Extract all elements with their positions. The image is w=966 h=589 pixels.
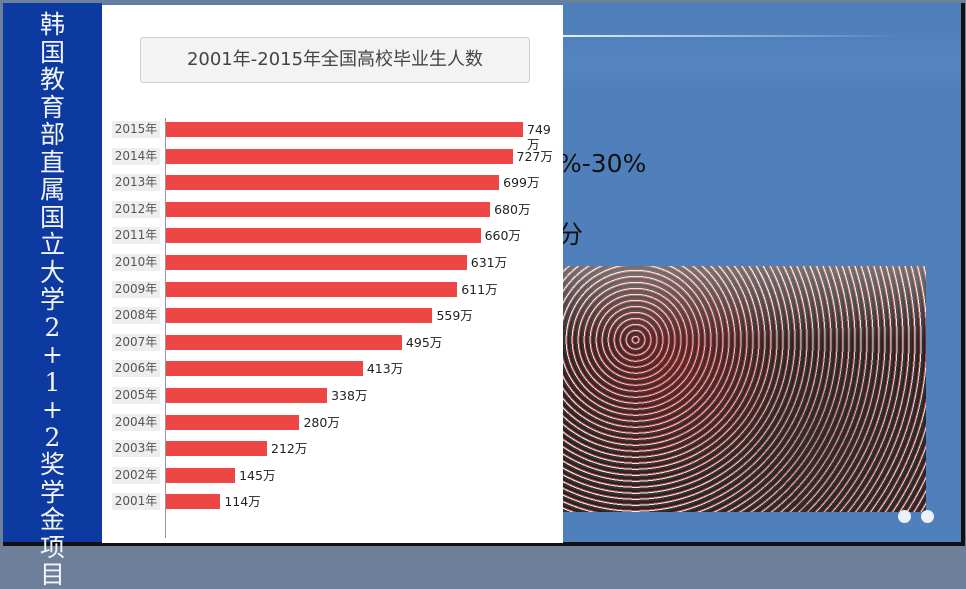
bar <box>166 201 491 217</box>
title-char: 教 <box>39 65 65 94</box>
y-tick-label: 2004年 <box>112 413 160 431</box>
title-char: 1 <box>44 367 61 397</box>
y-tick-label: 2005年 <box>112 387 160 404</box>
y-tick-label: 2012年 <box>112 200 160 218</box>
y-tick-label: 2003年 <box>112 440 160 458</box>
y-axis-line <box>165 118 166 538</box>
y-tick-label: 2007年 <box>112 333 160 351</box>
bar <box>166 467 236 483</box>
bar <box>166 494 221 510</box>
title-char: 国 <box>39 37 65 67</box>
y-tick-label: 2014年 <box>112 147 160 165</box>
bar <box>166 361 363 377</box>
data-label: 749万 <box>527 122 551 152</box>
data-label: 212万 <box>271 441 308 457</box>
data-label: 413万 <box>366 361 404 377</box>
data-label: 495万 <box>405 334 443 350</box>
title-char: 部 <box>39 120 65 149</box>
title-char: + <box>42 340 63 369</box>
data-label: 145万 <box>239 467 276 483</box>
title-char: 金 <box>39 505 65 534</box>
data-label: 338万 <box>331 388 368 403</box>
header-line <box>563 35 903 37</box>
bar <box>166 122 523 137</box>
data-label: 680万 <box>494 201 531 217</box>
job-fair-crowd-photo <box>563 266 926 512</box>
title-char: 2 <box>44 312 61 342</box>
y-tick-label: 2008年 <box>112 307 160 325</box>
data-label: 727万 <box>516 148 553 164</box>
decor-dot <box>898 510 911 523</box>
y-tick-label: 2009年 <box>112 280 160 298</box>
title-char: 国 <box>39 202 65 232</box>
bar <box>166 441 268 457</box>
title-char: 2 <box>44 422 61 452</box>
chart-title: 2001年-2015年全国高校毕业生人数 <box>140 37 530 83</box>
y-tick-label: 2002年 <box>112 466 160 484</box>
body-text-line1: %-30% <box>558 149 647 178</box>
y-tick-label: 2006年 <box>112 360 160 378</box>
y-tick-label: 2015年 <box>112 121 160 138</box>
title-char: 属 <box>39 175 65 204</box>
chart-panel: 2001年-2015年全国高校毕业生人数 2015年 749万 2014年 727万 2… <box>102 5 563 543</box>
bar <box>166 255 467 270</box>
bar <box>166 334 402 350</box>
vertical-title: 韩国教育部直属国立大学 2 +1 +2 奖学金项目 <box>3 11 102 589</box>
bar <box>166 414 300 430</box>
data-label: 114万 <box>224 494 261 510</box>
title-char: 学 <box>39 477 65 507</box>
data-label: 699万 <box>503 175 540 191</box>
y-tick-label: 2011年 <box>112 227 160 245</box>
y-tick-label: 2001年 <box>112 493 160 511</box>
data-label: 280万 <box>303 414 340 430</box>
title-char: 立 <box>39 230 65 259</box>
bar <box>166 228 481 244</box>
y-tick-label: 2010年 <box>112 254 160 271</box>
title-char: 学 <box>39 285 65 314</box>
title-char: 直 <box>39 147 65 177</box>
bar <box>166 148 513 164</box>
bar <box>166 388 328 403</box>
title-char: 育 <box>39 92 65 122</box>
data-label: 631万 <box>470 255 508 270</box>
title-char: + <box>42 395 63 424</box>
title-char: 项 <box>39 532 65 562</box>
bar <box>166 281 458 297</box>
title-char: 大 <box>39 257 65 287</box>
data-label: 611万 <box>461 281 498 297</box>
y-tick-label: 2013年 <box>112 174 160 192</box>
data-label: 559万 <box>436 308 473 324</box>
decor-dot <box>921 510 934 523</box>
bar <box>166 308 433 324</box>
title-char: 奖 <box>39 450 65 479</box>
title-char: 目 <box>39 560 65 589</box>
data-label: 660万 <box>484 228 521 244</box>
bar <box>166 175 500 191</box>
sidebar: 韩国教育部直属国立大学 2 +1 +2 奖学金项目 <box>3 3 102 588</box>
slide: 韩国教育部直属国立大学 2 +1 +2 奖学金项目 %-30% 分 2001年-2015… <box>3 3 965 588</box>
title-char: 韩 <box>39 10 65 39</box>
